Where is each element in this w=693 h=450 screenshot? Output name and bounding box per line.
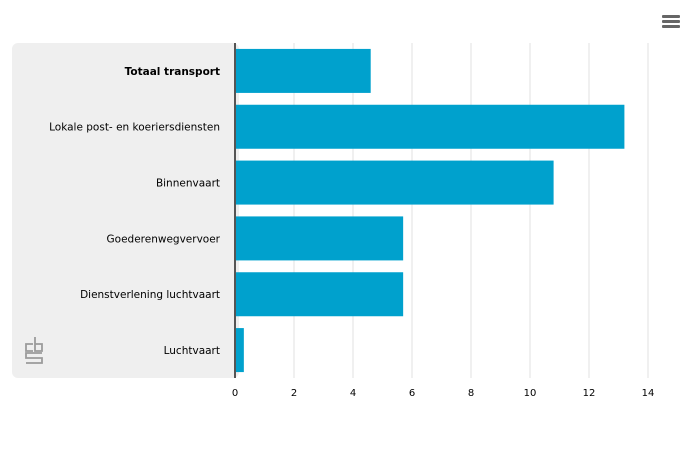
x-tick-label-2: 2 bbox=[291, 388, 297, 399]
bar-2[interactable] bbox=[235, 160, 554, 205]
x-tick-label-14: 14 bbox=[642, 388, 655, 399]
bar-3[interactable] bbox=[235, 216, 404, 261]
x-tick-label-6: 6 bbox=[409, 388, 415, 399]
category-label-panel bbox=[12, 43, 239, 378]
category-label-5: Luchtvaart bbox=[164, 345, 220, 357]
category-label-2: Binnenvaart bbox=[156, 178, 220, 190]
x-tick-label-12: 12 bbox=[583, 388, 596, 399]
bar-1[interactable] bbox=[235, 104, 625, 149]
hamburger-menu-icon[interactable] bbox=[662, 14, 680, 30]
category-label-3: Goederenwegvervoer bbox=[107, 233, 221, 245]
category-label-1: Lokale post- en koeriersdiensten bbox=[49, 122, 220, 134]
bar-5[interactable] bbox=[235, 328, 244, 373]
bar-0[interactable] bbox=[235, 48, 371, 93]
category-label-0: Totaal transport bbox=[125, 66, 220, 78]
x-tick-label-0: 0 bbox=[232, 388, 238, 399]
cbs-logo-icon bbox=[25, 337, 43, 364]
category-label-4: Dienstverlening luchtvaart bbox=[80, 289, 220, 301]
bar-4[interactable] bbox=[235, 272, 404, 317]
x-tick-label-10: 10 bbox=[524, 388, 537, 399]
x-tick-label-4: 4 bbox=[350, 388, 356, 399]
x-tick-label-8: 8 bbox=[468, 388, 474, 399]
